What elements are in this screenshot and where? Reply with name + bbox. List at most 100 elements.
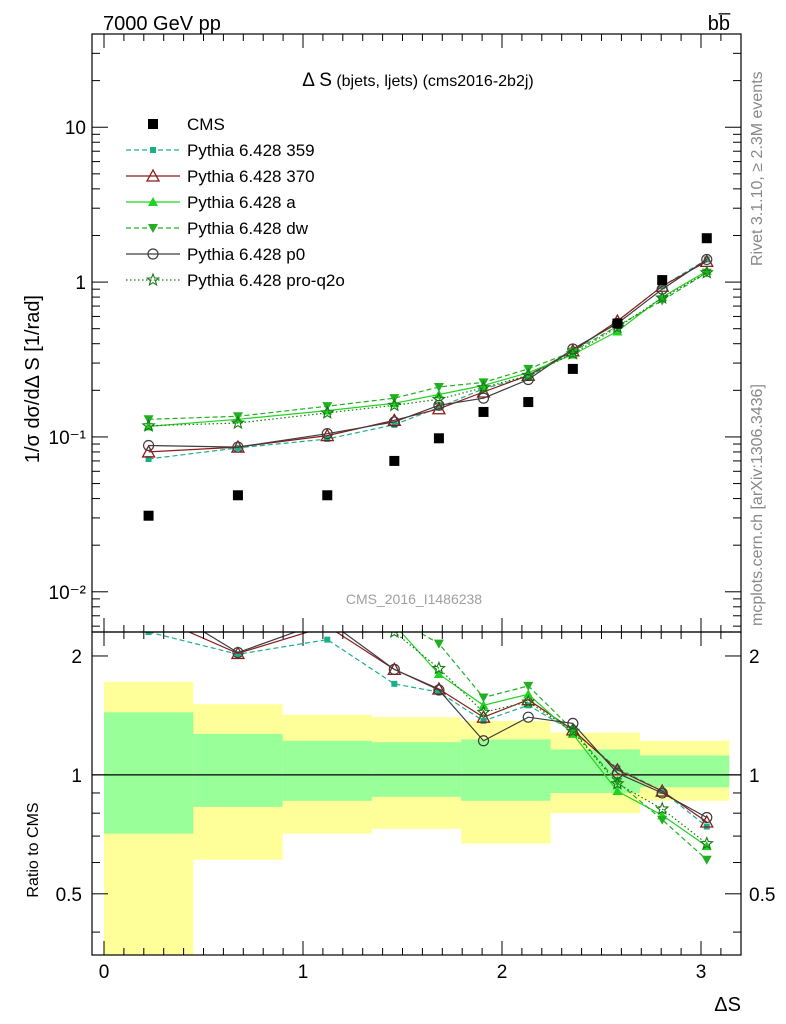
main-point-1-4 [431,401,447,415]
data-point-5 [478,406,489,417]
ratio-point-2-8 [612,786,623,796]
main-point-5-3 [387,397,402,412]
ratio-tick-label-left-2: 0.5 [56,885,82,906]
ratio-point-4-7 [567,717,579,730]
band-green-0 [104,712,194,834]
ratio-point-3-4 [433,639,444,649]
main-point-4-7 [567,343,579,355]
legend-label-5: Pythia 6.428 p0 [187,245,305,264]
legend-marker-3 [148,197,158,206]
ratio-point-4-1 [232,646,244,659]
ratio-point-0-0 [145,632,152,635]
ratio-point-1-1 [230,646,246,660]
main-line-1 [148,260,708,453]
ratio-tick-label-right-1: 1 [749,766,760,787]
ratio-tick-label-right-2: 0.5 [749,885,775,906]
y-tick-label-3: 10⁻² [49,583,87,604]
ratio-line-1 [187,632,708,823]
ratio-line-5 [393,632,708,845]
legend-marker-1 [150,147,156,153]
ratio-point-0-4 [435,689,442,696]
ratio-point-2-4 [433,669,444,679]
y-tick-label-2: 10⁻¹ [49,428,87,449]
x-tick-label-3: 3 [696,962,707,983]
main-point-3-4 [433,383,444,393]
ratio-point-4-6 [522,711,534,723]
x-tick-label-1: 1 [298,962,309,983]
y-axis-label: 1/σ dσ/dΔ S [1/rad] [22,295,44,463]
main-point-4-0 [142,439,155,452]
ratio-panel-series [143,541,714,865]
legend-label-0: CMS [187,115,225,134]
main-point-0-3 [391,421,398,428]
main-panel-series [141,233,714,521]
main-line-4 [148,259,708,448]
ratio-point-3-2 [322,546,332,555]
ratio-point-3-5 [478,693,489,703]
ratio-tick-label-left-0: 2 [71,647,82,668]
ratio-point-5-10 [699,836,714,850]
main-point-1-0 [141,444,156,458]
main-point-1-3 [387,412,402,426]
ratio-point-5-8 [610,776,625,790]
ratio-point-1-9 [655,783,670,797]
band-green-1 [193,733,283,807]
ratio-point-5-9 [655,801,670,816]
legend-marker-5 [147,248,159,260]
main-point-0-0 [145,456,152,463]
main-point-1-2 [320,428,335,442]
ratio-point-5-3 [389,632,399,639]
ratio-point-2-2 [322,555,332,564]
ratio-y-axis-label: Ratio to CMS [25,802,42,897]
ratio-point-3-3 [389,614,399,623]
legend-marker-2 [145,168,161,182]
ratio-point-0-5 [480,717,487,724]
main-point-4-3 [388,416,400,428]
data-point-6 [523,397,534,408]
main-point-4-5 [477,392,490,404]
ratio-tick-label-right-0: 2 [749,647,760,668]
y-tick-label-0: 10 [65,118,86,139]
data-point-1 [232,490,243,501]
data-point-3 [389,455,400,466]
ratio-point-4-2 [322,615,332,625]
ratio-point-2-6 [523,689,534,699]
ratio-line-4 [202,632,708,819]
legend-label-6: Pythia 6.428 pro-q2o [187,271,345,290]
ratio-point-5-4 [431,660,447,675]
main-point-4-6 [522,373,534,386]
main-point-5-7 [565,346,581,360]
ratio-point-1-0 [143,608,155,619]
data-point-10 [701,233,712,244]
main-point-5-5 [476,380,491,394]
ratio-point-5-5 [476,704,491,719]
ratio-point-5-1 [232,585,243,596]
main-point-4-2 [321,428,333,440]
main-point-0-1 [234,444,241,451]
main-line-2 [148,270,708,427]
ratio-point-5-2 [322,559,333,570]
mcplots-label: mcplots.cern.ch [arXiv:1306.3436] [749,384,766,626]
rivet-label: Rivet 3.1.10, ≥ 2.3M events [749,71,766,266]
main-line-5 [148,272,708,427]
band-green-2 [282,740,372,801]
ratio-point-0-1 [234,651,241,658]
legend-marker-0 [148,119,158,129]
ratio-point-3-6 [523,681,534,691]
main-point-5-6 [521,367,536,382]
ratio-tick-label-left-1: 1 [71,766,82,787]
ratio-point-5-7 [565,723,581,738]
band-green-6 [639,755,730,788]
ratio-point-4-5 [477,735,490,747]
legend-label-1: Pythia 6.428 359 [187,141,315,160]
chart-title-main: Δ S [302,70,332,91]
legend-marker-4 [148,224,158,233]
chart-title: Δ S (bjets, ljets) (cms2016-2b2j) [302,70,533,91]
ratio-point-2-3 [389,620,399,629]
ratio-point-2-1 [233,581,243,590]
legend-label-4: Pythia 6.428 dw [187,219,309,238]
ratio-point-4-3 [388,663,400,675]
x-axis-label: ΔS [714,994,741,1016]
ratio-point-2-0 [144,541,154,550]
